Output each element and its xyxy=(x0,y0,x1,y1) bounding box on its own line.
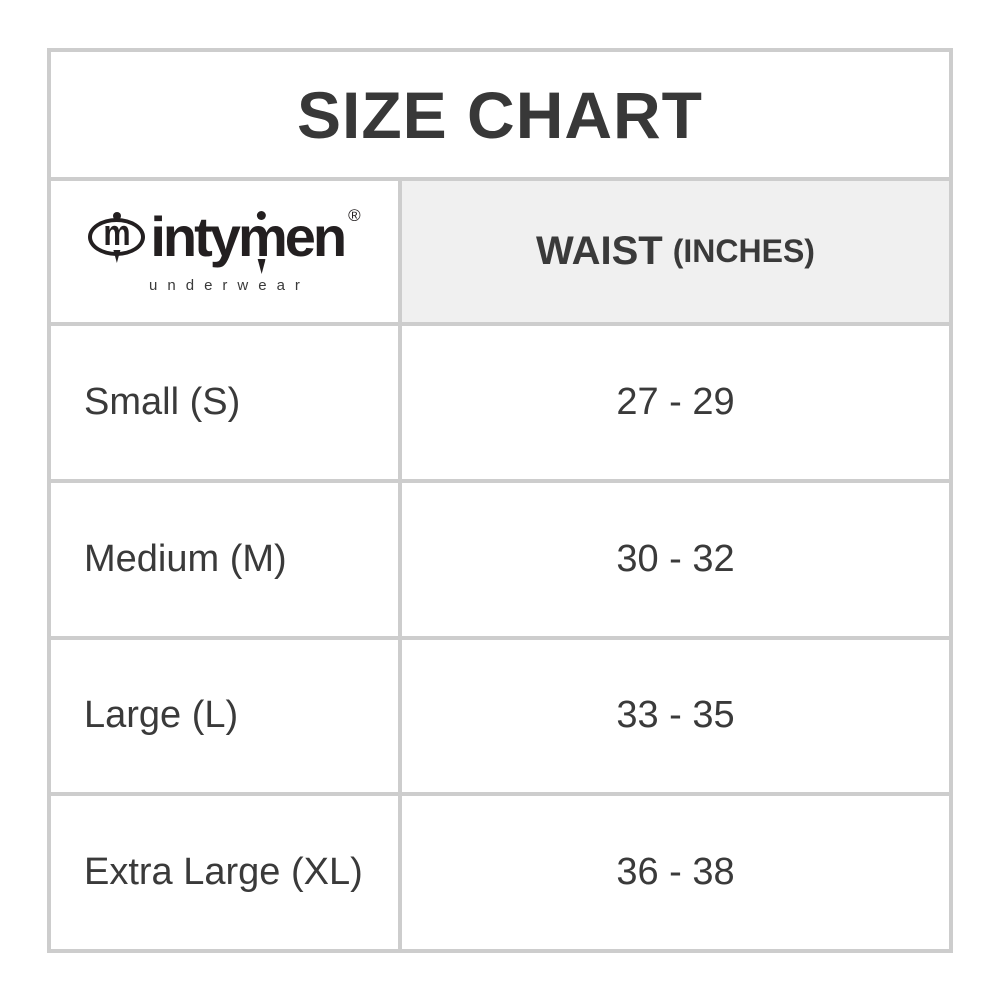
brand-word-start: inty xyxy=(150,205,241,268)
waist-cell: 36 - 38 xyxy=(616,851,735,894)
waist-cell: 27 - 29 xyxy=(616,380,735,423)
brand-word-dotted-m: m xyxy=(237,205,288,268)
page-title: SIZE CHART xyxy=(297,77,703,152)
brand-tagline: underwear xyxy=(149,277,310,294)
brand-wordmark: m intymen ® xyxy=(88,205,361,268)
table-row-large: Large (L) 33 - 35 xyxy=(51,639,949,797)
logo-m-ellipse-icon: m xyxy=(88,212,146,256)
size-cell: Large (L) xyxy=(51,639,402,793)
intymen-logo: m intymen ® underwear xyxy=(88,205,361,294)
size-cell: Medium (M) xyxy=(51,482,402,636)
size-chart-table: SIZE CHART m intymen ® underwear WAIST (… xyxy=(47,48,953,953)
brand-cell: m intymen ® underwear xyxy=(51,181,402,322)
waist-header-cell: WAIST (INCHES) xyxy=(402,181,949,322)
title-row: SIZE CHART xyxy=(51,52,949,181)
header-row: m intymen ® underwear WAIST (INCHES) xyxy=(51,181,949,326)
waist-cell: 30 - 32 xyxy=(616,537,735,580)
table-row-medium: Medium (M) 30 - 32 xyxy=(51,482,949,640)
brand-word-end: en xyxy=(284,205,347,268)
waist-header-unit: (INCHES) xyxy=(672,233,815,269)
waist-header-label: WAIST xyxy=(536,229,663,273)
size-cell: Extra Large (XL) xyxy=(51,796,402,949)
registered-trademark-symbol: ® xyxy=(348,206,361,225)
logo-mark-letter: m xyxy=(103,212,131,253)
waist-cell: 33 - 35 xyxy=(616,694,735,737)
brand-word: intymen xyxy=(150,205,347,268)
table-row-small: Small (S) 27 - 29 xyxy=(51,326,949,483)
size-cell: Small (S) xyxy=(51,326,402,479)
table-row-extra-large: Extra Large (XL) 36 - 38 xyxy=(51,796,949,949)
